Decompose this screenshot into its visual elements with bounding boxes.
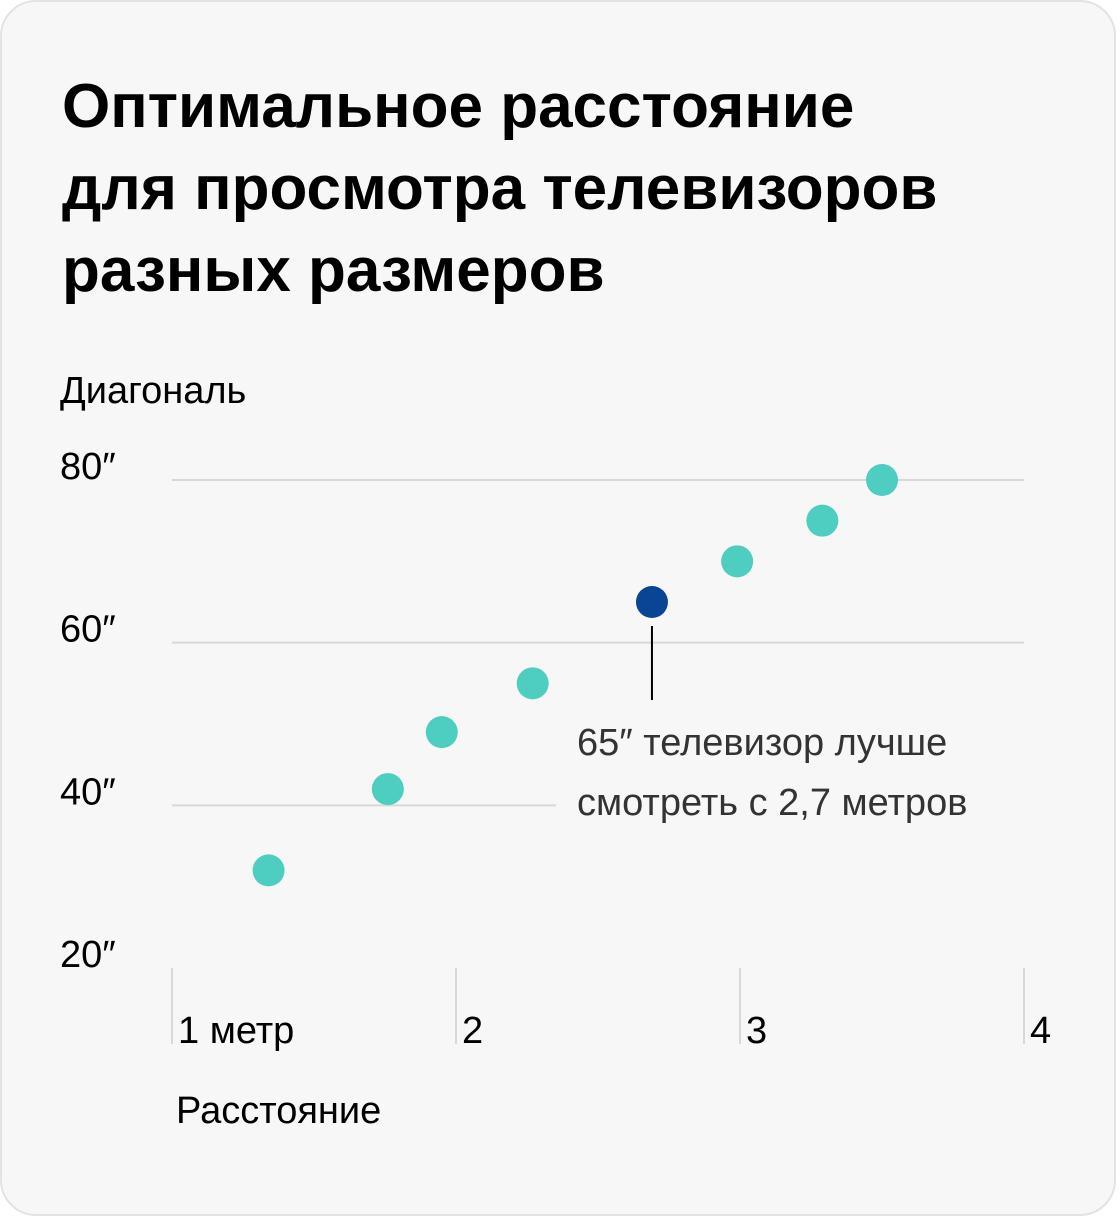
data-point (252, 854, 285, 887)
chart-title-line-1: Оптимальное расстояние (62, 72, 855, 141)
x-axis-label: Расстояние (176, 1090, 381, 1132)
annotation-text-line: 65″ телевизор лучше (577, 722, 947, 764)
data-point (516, 667, 549, 700)
data-point (806, 504, 839, 537)
chart-title: Оптимальное расстояние для просмотра тел… (62, 66, 1062, 312)
annotation-text-line: смотреть с 2,7 метров (577, 782, 967, 824)
data-point (371, 773, 404, 806)
x-tick-label: 3 (746, 1010, 767, 1052)
y-tick-label: 80″ (60, 446, 116, 488)
data-point (425, 716, 458, 749)
data-point-highlighted (635, 586, 668, 618)
y-axis-label: Диагональ (60, 370, 246, 412)
data-point (721, 545, 754, 578)
y-tick-label: 20″ (60, 934, 116, 976)
chart-title-line-3: разных размеров (62, 236, 605, 305)
y-tick-label: 40″ (60, 771, 116, 813)
x-tick-label: 4 (1030, 1010, 1051, 1052)
data-point (866, 464, 898, 496)
chart-title-line-2: для просмотра телевизоров (62, 154, 938, 223)
x-tick-label: 2 (462, 1010, 483, 1052)
y-tick-label: 60″ (60, 609, 116, 651)
x-tick-label: 1 метр (178, 1010, 294, 1052)
